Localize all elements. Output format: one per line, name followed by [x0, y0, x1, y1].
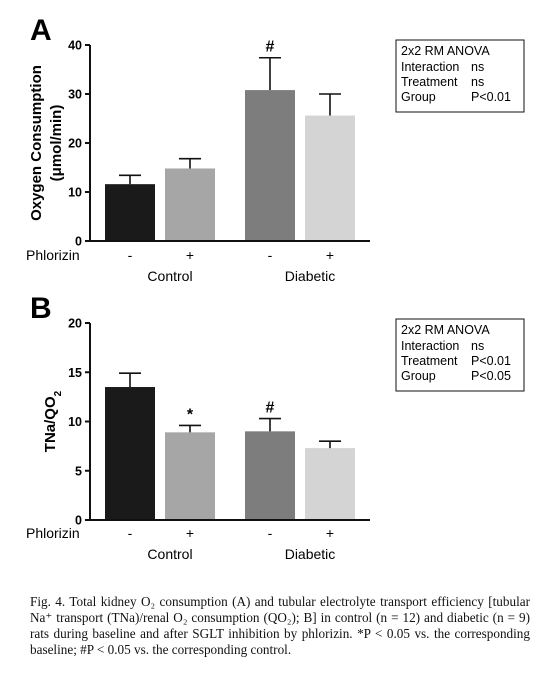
anova-box — [395, 39, 525, 113]
bar — [305, 448, 355, 520]
anova-row-value: P<0.01 — [471, 354, 511, 368]
group-label: Diabetic — [285, 268, 336, 284]
bar — [165, 168, 215, 241]
anova-row-label: Interaction — [401, 339, 459, 353]
anova-row-label: Treatment — [401, 354, 458, 368]
y-axis-title-units: (μmol/min) — [48, 105, 65, 182]
bar — [105, 184, 155, 241]
anova-row-value: P<0.05 — [471, 369, 511, 383]
anova-box — [395, 318, 525, 392]
bar — [305, 115, 355, 241]
y-tick-label: 5 — [75, 464, 82, 478]
treatment-label: Phlorizin — [26, 247, 80, 263]
treatment-sign: - — [268, 247, 273, 263]
y-tick-label: 20 — [68, 317, 82, 331]
bar — [245, 431, 295, 520]
panel-letter: B — [30, 292, 52, 325]
panel-b-chart: B TNa/QO2 - * + # - +0 5 10 15 20 Phlorizin Control Di… — [26, 292, 525, 562]
anova-row-value: ns — [471, 75, 484, 89]
panel-letter: A — [30, 14, 52, 47]
treatment-sign: - — [128, 247, 133, 263]
anova-title: 2x2 RM ANOVA — [401, 44, 490, 58]
significance-mark: * — [187, 406, 194, 423]
treatment-sign: + — [326, 247, 334, 263]
y-tick-label: 10 — [68, 415, 82, 429]
significance-mark: # — [266, 39, 275, 56]
anova-row-value: ns — [471, 60, 484, 74]
anova-row-label: Group — [401, 369, 436, 383]
group-label: Diabetic — [285, 546, 336, 562]
y-tick-label: 15 — [68, 366, 82, 380]
anova-row-label: Group — [401, 90, 436, 104]
anova-row-label: Interaction — [401, 60, 459, 74]
y-axis-title: TNa/QO2 — [42, 390, 64, 452]
figure-caption: Fig. 4. Total kidney O₂ consumption (A) … — [30, 594, 530, 657]
group-label: Control — [147, 546, 192, 562]
treatment-sign: + — [186, 525, 194, 541]
anova-row-value: P<0.01 — [471, 90, 511, 104]
y-tick-label: 0 — [75, 514, 82, 528]
anova-title: 2x2 RM ANOVA — [401, 323, 490, 337]
y-axis-title: Oxygen Consumption — [28, 65, 45, 221]
y-tick-label: 20 — [68, 137, 82, 151]
treatment-sign: - — [128, 525, 133, 541]
panel-a-chart: A Oxygen Consumption (μmol/min) - + # - +0 10 20 3… — [26, 14, 525, 284]
bar — [165, 432, 215, 520]
y-axis-title-line: TNa/QO — [42, 396, 59, 452]
y-axis-title-line: Oxygen Consumption — [28, 65, 45, 221]
y-axis-title-subscript: 2 — [53, 390, 64, 396]
y-tick-label: 10 — [68, 186, 82, 200]
y-tick-label: 40 — [68, 39, 82, 53]
bar — [245, 90, 295, 241]
bar — [105, 387, 155, 520]
treatment-sign: + — [186, 247, 194, 263]
y-tick-label: 0 — [75, 235, 82, 249]
significance-mark: # — [266, 400, 275, 417]
group-label: Control — [147, 268, 192, 284]
anova-row-label: Treatment — [401, 75, 458, 89]
treatment-sign: - — [268, 525, 273, 541]
treatment-label: Phlorizin — [26, 525, 80, 541]
treatment-sign: + — [326, 525, 334, 541]
anova-row-value: ns — [471, 339, 484, 353]
y-tick-label: 30 — [68, 88, 82, 102]
